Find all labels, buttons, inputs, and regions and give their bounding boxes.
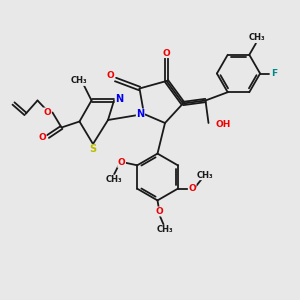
Text: O: O [38, 134, 46, 142]
Text: O: O [188, 184, 196, 193]
Text: CH₃: CH₃ [196, 171, 213, 180]
Text: OH: OH [215, 120, 230, 129]
Text: O: O [43, 108, 51, 117]
Text: O: O [163, 49, 170, 58]
Text: N: N [136, 109, 145, 119]
Text: CH₃: CH₃ [70, 76, 87, 85]
Text: N: N [115, 94, 124, 104]
Text: CH₃: CH₃ [249, 34, 266, 43]
Text: F: F [271, 69, 277, 78]
Text: S: S [89, 144, 97, 154]
Text: CH₃: CH₃ [106, 175, 122, 184]
Text: CH₃: CH₃ [157, 225, 173, 234]
Text: O: O [118, 158, 125, 167]
Text: O: O [106, 71, 114, 80]
Text: O: O [155, 207, 163, 216]
